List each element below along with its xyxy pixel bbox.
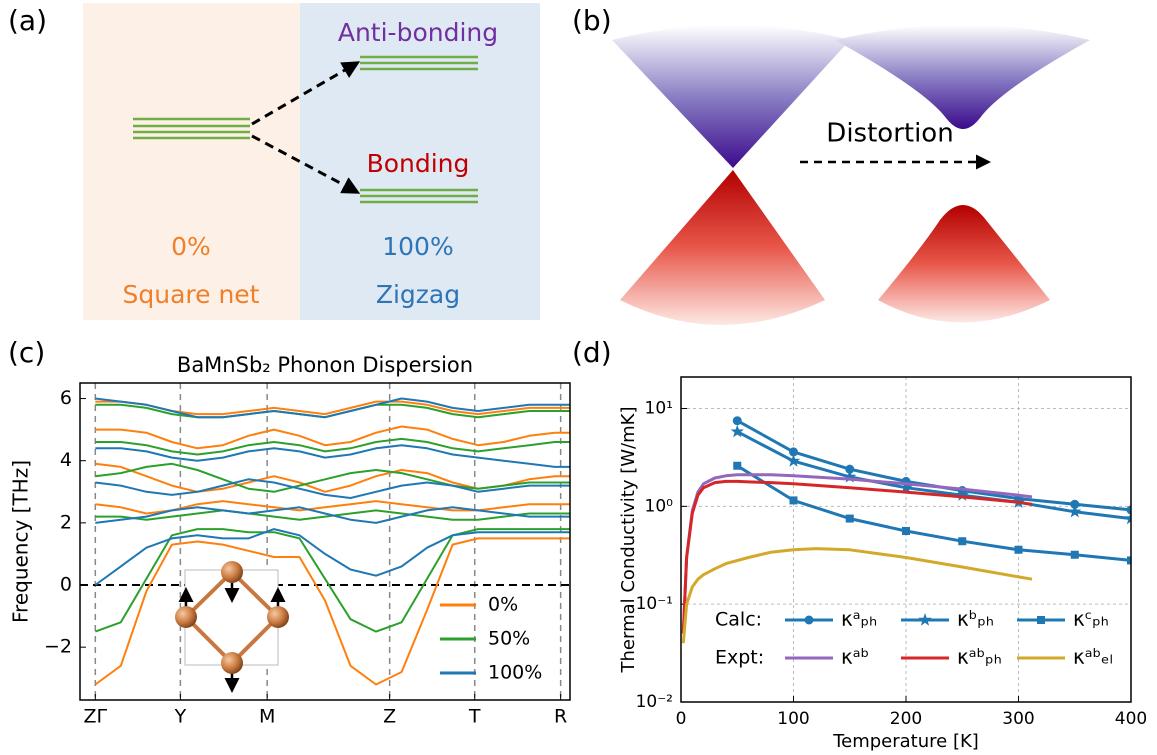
point <box>790 496 798 504</box>
y-tick-label: 2 <box>60 511 72 533</box>
legend-label: κᵃₚₕ <box>841 607 877 631</box>
cone-upper <box>612 25 850 168</box>
y-tick-label: 10⁰ <box>645 496 674 516</box>
point <box>787 454 800 467</box>
x-tick-label: Y <box>174 706 187 728</box>
legend-label: 100% <box>488 662 542 684</box>
y-tick-label: −2 <box>44 636 72 658</box>
point <box>958 537 966 545</box>
legend-label: 50% <box>488 628 530 650</box>
x-tick-label: ZΓ <box>84 706 108 728</box>
point <box>918 613 931 626</box>
x-tick-label: 0 <box>676 709 687 729</box>
panel-label: (a) <box>8 4 47 37</box>
x-tick-label: R <box>554 706 567 728</box>
point <box>1037 616 1045 624</box>
y-tick-label: 4 <box>60 449 72 471</box>
y-axis-label: Thermal Conductivity [W/mK] <box>618 407 639 674</box>
x-tick-label: 300 <box>1002 709 1034 729</box>
legend-row-label: Expt: <box>715 647 764 669</box>
legend-row-label: Calc: <box>715 609 762 631</box>
line <box>95 529 570 632</box>
chart-title: BaMnSb₂ Phonon Dispersion <box>177 353 473 377</box>
gapped-upper <box>835 25 1090 129</box>
legend-label: κᶜₚₕ <box>1073 607 1109 631</box>
point <box>1015 546 1023 554</box>
point <box>1071 551 1079 559</box>
x-tick-label: T <box>468 706 481 728</box>
phase-label: 0% <box>171 232 211 261</box>
y-axis-label: Frequency [THz] <box>9 460 33 623</box>
line <box>95 427 570 449</box>
level-label: Anti-bonding <box>338 18 498 47</box>
legend-label: 0% <box>488 594 518 616</box>
x-tick-label: 100 <box>777 709 809 729</box>
cone-lower <box>620 170 825 325</box>
crystal-inset <box>175 561 289 690</box>
line <box>95 464 570 492</box>
legend-label: κᵃᵇₚₕ <box>957 645 1002 669</box>
y-tick-label: 10⁻¹ <box>636 594 673 614</box>
bg-square-net <box>83 3 300 320</box>
level-label: Bonding <box>367 149 470 178</box>
y-tick-label: 0 <box>60 574 72 596</box>
phase-label: 100% <box>382 232 453 261</box>
x-tick-label: 400 <box>1115 709 1147 729</box>
legend-label: κᵇₚₕ <box>957 607 994 631</box>
line <box>95 439 570 455</box>
line <box>95 479 570 498</box>
arrow-label: Distortion <box>826 119 953 149</box>
x-tick-label: Z <box>383 706 396 728</box>
panel-label: (c) <box>8 336 45 369</box>
y-tick-label: 10⁻² <box>636 692 673 712</box>
point <box>733 462 741 470</box>
x-axis-label: Temperature [K] <box>832 731 979 752</box>
point <box>733 416 742 425</box>
y-tick-label: 10¹ <box>645 399 673 419</box>
figure: (a) (b) (c) (d) Anti-bonding Bonding 0% … <box>0 0 1157 755</box>
panel-label: (d) <box>572 336 612 369</box>
point <box>902 527 910 535</box>
legend-label: κᵃᵇₑₗ <box>1073 645 1113 669</box>
x-tick-label: 200 <box>890 709 922 729</box>
line <box>95 507 570 523</box>
y-tick-label: 6 <box>60 387 72 409</box>
panel-label: (b) <box>572 4 612 37</box>
x-tick-label: M <box>259 706 275 728</box>
phase-label: Square net <box>123 280 260 309</box>
point <box>846 515 854 523</box>
point <box>805 616 814 625</box>
phase-label: Zigzag <box>376 280 460 309</box>
gapped-lower <box>878 205 1050 323</box>
plot-frame <box>80 383 570 700</box>
legend-label: κᵃᵇ <box>841 645 869 669</box>
plots: ZΓ Y M Z T R −2 0 2 4 6 BaMnSb₂ Phonon Dispersion Fr… <box>9 353 1148 752</box>
